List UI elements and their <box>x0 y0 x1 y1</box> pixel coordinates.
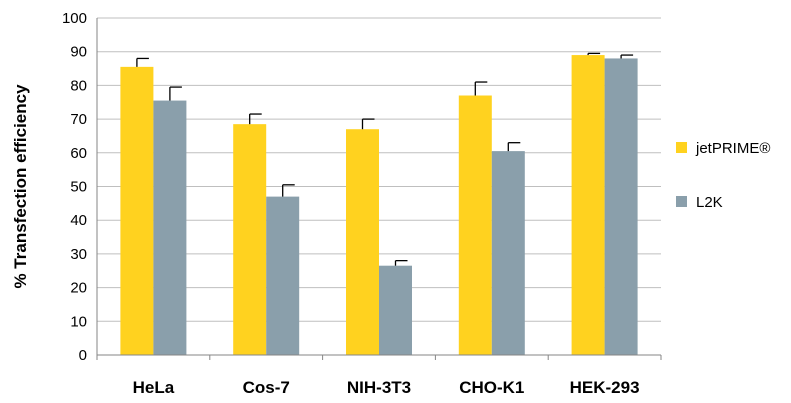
y-tick-label: 10 <box>70 313 87 330</box>
y-tick-label: 20 <box>70 280 87 297</box>
y-tick-label: 90 <box>70 44 87 61</box>
error-bar <box>620 54 634 59</box>
y-tick-label: 40 <box>70 212 87 229</box>
y-tick-label: 60 <box>70 145 87 162</box>
x-category-label: HeLa <box>133 378 175 397</box>
bar-l2k-hek-293 <box>604 58 638 355</box>
bar-jetprime-hela <box>120 66 154 356</box>
legend-swatch <box>676 196 687 207</box>
y-tick-label: 100 <box>62 10 87 27</box>
error-bar <box>169 86 182 101</box>
error-bar <box>249 113 262 125</box>
bar-l2k-cos-7 <box>266 196 300 355</box>
y-tick-label: 30 <box>70 246 87 263</box>
y-tick-label: 80 <box>70 77 87 94</box>
y-axis-label: % Transfection efficiency <box>11 84 30 289</box>
y-axis-ticks: 0 10 20 30 40 50 60 70 80 90 100 <box>62 10 87 364</box>
bar-l2k-cho-k1 <box>491 151 525 355</box>
bars <box>120 55 638 356</box>
error-bar <box>394 259 408 266</box>
error-bar <box>282 184 295 197</box>
legend-label: jetPRIME® <box>695 140 770 157</box>
bar-jetprime-cho-k1 <box>458 95 492 355</box>
error-bars <box>136 52 634 266</box>
error-bar <box>474 81 488 96</box>
error-bar <box>507 142 521 152</box>
x-category-label: CHO-K1 <box>459 378 524 397</box>
x-category-label: NIH-3T3 <box>347 378 411 397</box>
legend-swatch <box>676 142 687 153</box>
y-tick-label: 70 <box>70 111 87 128</box>
bar-l2k-nih-3t3 <box>379 265 412 355</box>
x-category-label: HEK-293 <box>570 378 640 397</box>
legend-label: L2K <box>696 194 723 211</box>
legend: jetPRIME® L2K <box>676 140 770 211</box>
x-category-label: Cos-7 <box>243 378 290 397</box>
x-axis-category-labels: HeLa Cos-7 NIH-3T3 CHO-K1 HEK-293 <box>133 378 640 397</box>
bar-jetprime-nih-3t3 <box>346 129 379 355</box>
bar-jetprime-hek-293 <box>571 55 605 355</box>
legend-item: jetPRIME® <box>676 140 770 157</box>
legend-item: L2K <box>676 194 723 211</box>
error-bar <box>136 57 149 67</box>
bar-jetprime-cos-7 <box>233 124 267 355</box>
y-tick-label: 0 <box>79 347 87 364</box>
y-tick-label: 50 <box>70 179 87 196</box>
axes <box>96 18 662 360</box>
bar-l2k-hela <box>153 100 187 355</box>
error-bar <box>361 118 375 130</box>
error-bar <box>587 52 601 56</box>
